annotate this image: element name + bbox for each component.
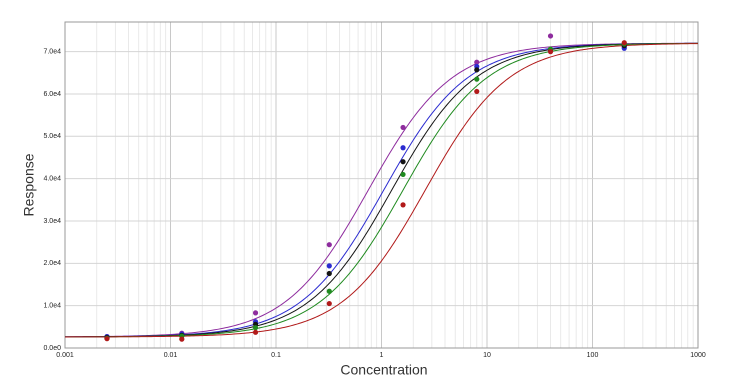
y-tick-label: 0.0e0 [43,345,61,352]
fit-curve [64,42,698,338]
y-tick-label: 7.0e4 [43,48,61,55]
y-tick-label: 2.0e4 [43,260,61,267]
data-point [326,288,332,294]
data-point [252,329,259,335]
data-point [326,300,332,307]
data-point [252,325,259,331]
data-point [179,336,185,342]
x-tick-label: 100 [587,352,599,359]
x-tick-label: 1000 [690,352,706,359]
x-tick-label: 0.001 [56,352,74,359]
data-point [474,67,480,73]
data-point [104,336,110,342]
y-tick-label: 4.0e4 [43,175,61,182]
data-point [547,49,554,55]
data-point [547,33,554,39]
data-point [621,40,627,46]
fit-curve [65,43,699,338]
x-axis-title: Concentration [340,362,427,378]
data-point [400,171,406,178]
data-point [326,242,332,248]
data-point [400,145,406,151]
y-tick-label: 6.0e4 [43,91,61,98]
y-tick-label: 1.0e4 [43,303,61,310]
data-point [326,270,332,277]
data-point [400,159,406,165]
data-point [400,124,406,131]
data-point [400,202,406,208]
x-tick-label: 10 [483,352,491,359]
x-tick-label: 0.1 [271,352,281,359]
x-tick-label: 0.01 [164,352,178,359]
x-tick-label: 1 [380,352,384,359]
y-axis-title: Response [21,153,37,216]
data-point [474,59,480,65]
y-tick-label: 5.0e4 [43,133,61,140]
data-point [474,88,480,95]
y-tick-label: 3.0e4 [43,218,61,225]
data-point [252,310,259,316]
plot-frame [64,21,699,349]
data-point [474,76,480,82]
data-point [326,263,332,269]
